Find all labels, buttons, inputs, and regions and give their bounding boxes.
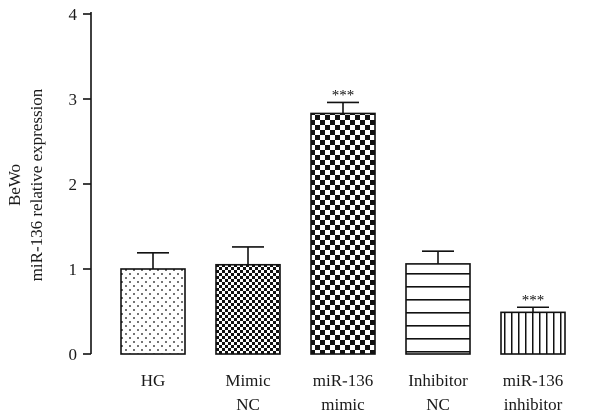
bar: [120, 268, 186, 355]
y-tick-label: 2: [69, 175, 78, 194]
bars-group: *** ***: [120, 87, 566, 355]
y-tick-label: 3: [69, 90, 78, 109]
significance-label: ***: [522, 292, 545, 308]
y-tick-label: 4: [69, 5, 78, 24]
significance-label: ***: [332, 87, 355, 103]
y-tick-label: 0: [69, 345, 78, 364]
category-label: HG: [141, 371, 166, 390]
category-label: NC: [236, 395, 260, 414]
bar: [405, 263, 471, 355]
y-axis-title-line-1: BeWo: [5, 164, 24, 206]
y-tick-label: 1: [69, 260, 78, 279]
x-axis-labels: HG Mimic NC miR-136 mimic Inhibitor NC miR-136 i…: [141, 371, 564, 414]
category-label: Mimic: [225, 371, 271, 390]
category-label: NC: [426, 395, 450, 414]
bar: [215, 263, 281, 355]
bar: [500, 311, 566, 355]
y-axis-title-line-2: miR-136 relative expression: [27, 88, 46, 281]
category-label: mimic: [321, 395, 365, 414]
category-label: Inhibitor: [408, 371, 468, 390]
bar: [310, 112, 376, 355]
category-label: miR-136: [313, 371, 373, 390]
category-label: inhibitor: [504, 395, 563, 414]
category-label: miR-136: [503, 371, 563, 390]
y-axis-ticks: 0 1 2 3 4: [69, 5, 91, 364]
